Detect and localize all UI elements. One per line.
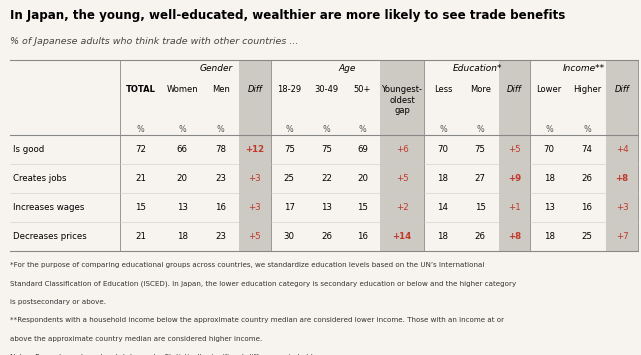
Text: 18: 18 bbox=[437, 174, 449, 183]
Text: +2: +2 bbox=[395, 203, 408, 212]
Text: 75: 75 bbox=[475, 145, 486, 154]
Text: 13: 13 bbox=[321, 203, 332, 212]
Text: 30-49: 30-49 bbox=[315, 85, 338, 94]
Text: 14: 14 bbox=[437, 203, 449, 212]
Text: 26: 26 bbox=[581, 174, 592, 183]
Text: 23: 23 bbox=[215, 232, 226, 241]
Text: Higher: Higher bbox=[573, 85, 601, 94]
Text: +3: +3 bbox=[249, 203, 262, 212]
Text: above the approximate country median are considered higher income.: above the approximate country median are… bbox=[10, 336, 262, 342]
Text: +5: +5 bbox=[249, 232, 262, 241]
Text: Diff: Diff bbox=[615, 85, 629, 94]
Text: 70: 70 bbox=[544, 145, 554, 154]
Text: 18: 18 bbox=[544, 232, 554, 241]
Text: Education*: Education* bbox=[453, 64, 502, 73]
Text: is postsecondary or above.: is postsecondary or above. bbox=[10, 299, 106, 305]
Text: Notes: Percentages based on total sample. Statistically significant differences : Notes: Percentages based on total sample… bbox=[10, 354, 315, 355]
Text: %: % bbox=[583, 125, 591, 134]
Text: +3: +3 bbox=[249, 174, 262, 183]
Text: More: More bbox=[470, 85, 490, 94]
Text: Less: Less bbox=[434, 85, 452, 94]
Text: 20: 20 bbox=[177, 174, 188, 183]
Text: +7: +7 bbox=[615, 232, 628, 241]
Text: Youngest-
oldest
gap: Youngest- oldest gap bbox=[381, 85, 422, 115]
Text: 18: 18 bbox=[177, 232, 188, 241]
Text: Women: Women bbox=[167, 85, 198, 94]
Text: 25: 25 bbox=[284, 174, 295, 183]
Text: In Japan, the young, well-educated, wealthier are more likely to see trade benef: In Japan, the young, well-educated, weal… bbox=[10, 9, 565, 22]
Text: %: % bbox=[217, 125, 225, 134]
Text: % of Japanese adults who think trade with other countries ...: % of Japanese adults who think trade wit… bbox=[10, 37, 298, 46]
Text: 18: 18 bbox=[544, 174, 554, 183]
Text: 15: 15 bbox=[475, 203, 486, 212]
Text: Age: Age bbox=[339, 64, 356, 73]
Text: 21: 21 bbox=[135, 232, 146, 241]
Text: +5: +5 bbox=[395, 174, 408, 183]
Text: Lower: Lower bbox=[537, 85, 562, 94]
Text: +3: +3 bbox=[615, 203, 628, 212]
Text: 27: 27 bbox=[475, 174, 486, 183]
Text: %: % bbox=[358, 125, 367, 134]
Text: Diff: Diff bbox=[247, 85, 262, 94]
Text: 30: 30 bbox=[284, 232, 295, 241]
Text: 78: 78 bbox=[215, 145, 226, 154]
Text: 15: 15 bbox=[135, 203, 146, 212]
Text: 70: 70 bbox=[437, 145, 449, 154]
Text: %: % bbox=[285, 125, 293, 134]
Text: %: % bbox=[137, 125, 145, 134]
Text: 18-29: 18-29 bbox=[278, 85, 301, 94]
Text: 74: 74 bbox=[581, 145, 592, 154]
Text: 20: 20 bbox=[357, 174, 368, 183]
Text: Men: Men bbox=[212, 85, 229, 94]
Text: 16: 16 bbox=[357, 232, 368, 241]
Text: Increases wages: Increases wages bbox=[13, 203, 84, 212]
Text: 66: 66 bbox=[177, 145, 188, 154]
Text: 25: 25 bbox=[581, 232, 592, 241]
Text: +14: +14 bbox=[392, 232, 412, 241]
Text: *For the purpose of comparing educational groups across countries, we standardiz: *For the purpose of comparing educationa… bbox=[10, 262, 484, 268]
Text: Income**: Income** bbox=[563, 64, 605, 73]
Text: +9: +9 bbox=[508, 174, 521, 183]
Text: TOTAL: TOTAL bbox=[126, 85, 156, 94]
Text: 26: 26 bbox=[321, 232, 332, 241]
Text: +5: +5 bbox=[508, 145, 521, 154]
Text: +6: +6 bbox=[395, 145, 408, 154]
Text: Diff: Diff bbox=[507, 85, 522, 94]
Text: %: % bbox=[178, 125, 187, 134]
Text: 15: 15 bbox=[357, 203, 368, 212]
Text: %: % bbox=[476, 125, 484, 134]
Text: 26: 26 bbox=[475, 232, 486, 241]
Text: +12: +12 bbox=[246, 145, 265, 154]
Text: 13: 13 bbox=[177, 203, 188, 212]
Text: Standard Classification of Education (ISCED). In Japan, the lower education cate: Standard Classification of Education (IS… bbox=[10, 280, 516, 287]
Text: Gender: Gender bbox=[200, 64, 233, 73]
Text: 21: 21 bbox=[135, 174, 146, 183]
Text: 17: 17 bbox=[284, 203, 295, 212]
Text: 50+: 50+ bbox=[354, 85, 371, 94]
Text: 75: 75 bbox=[284, 145, 295, 154]
Text: %: % bbox=[545, 125, 553, 134]
Text: %: % bbox=[322, 125, 331, 134]
Text: 22: 22 bbox=[321, 174, 332, 183]
Text: 69: 69 bbox=[357, 145, 368, 154]
Text: 18: 18 bbox=[437, 232, 449, 241]
Text: Decreases prices: Decreases prices bbox=[13, 232, 87, 241]
Text: 16: 16 bbox=[215, 203, 226, 212]
Text: Creates jobs: Creates jobs bbox=[13, 174, 66, 183]
Text: **Respondents with a household income below the approximate country median are c: **Respondents with a household income be… bbox=[10, 317, 504, 323]
Text: 13: 13 bbox=[544, 203, 554, 212]
Text: +4: +4 bbox=[615, 145, 628, 154]
Text: 16: 16 bbox=[581, 203, 592, 212]
Text: 23: 23 bbox=[215, 174, 226, 183]
Text: Is good: Is good bbox=[13, 145, 44, 154]
Text: +8: +8 bbox=[508, 232, 521, 241]
Text: 72: 72 bbox=[135, 145, 146, 154]
Text: +8: +8 bbox=[615, 174, 629, 183]
Text: %: % bbox=[439, 125, 447, 134]
Text: 75: 75 bbox=[321, 145, 332, 154]
Text: +1: +1 bbox=[508, 203, 521, 212]
